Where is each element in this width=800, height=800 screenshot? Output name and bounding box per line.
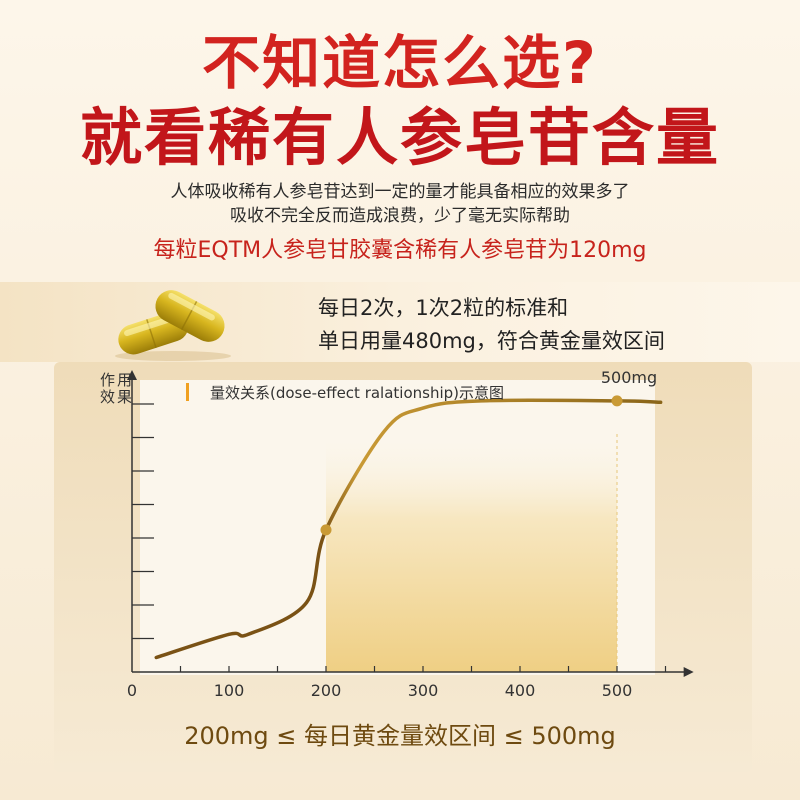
- golden-range-caption: 200mg ≤ 每日黄金量效区间 ≤ 500mg: [184, 722, 616, 750]
- description: 人体吸收稀有人参皂苷达到一定的量才能具备相应的效果多了 吸收不完全反而造成浪费，…: [0, 180, 800, 228]
- x-tick-label: 100: [214, 681, 245, 700]
- content-highlight: 每粒EQTM人参皂甘胶囊含稀有人参皂苷为120mg: [153, 238, 647, 263]
- y-axis-label-text: 作用效果: [100, 371, 135, 406]
- y-axis-label: 作用效果: [100, 372, 134, 406]
- dosage-line-1: 每日2次，1次2粒的标准和: [318, 296, 569, 320]
- x-tick-label: 0: [127, 681, 137, 700]
- x-tick-label: 300: [408, 681, 439, 700]
- dose-effect-curve: [154, 398, 663, 660]
- dosage-line-2: 单日用量480mg，符合黄金量效区间: [318, 329, 665, 353]
- headline-question: 不知道怎么选?: [202, 29, 598, 97]
- headline-main: 就看稀有人参皂苷含量: [79, 101, 720, 174]
- description-line-2: 吸收不完全反而造成浪费，少了毫无实际帮助: [230, 206, 570, 226]
- dosage-text: 每日2次，1次2粒的标准和 单日用量480mg，符合黄金量效区间: [318, 292, 665, 358]
- title-accent-bar: [186, 383, 189, 401]
- x-tick-label: 200: [311, 681, 342, 700]
- chart-title: 量效关系(dose-effect ralationship)示意图: [210, 384, 504, 402]
- x-axis-arrow: [683, 667, 694, 677]
- marker-label: 500mg: [601, 368, 657, 387]
- curve-marker: [611, 395, 623, 407]
- curve-marker: [320, 524, 332, 536]
- x-tick-label: 500: [602, 681, 633, 700]
- golden-zone: [326, 434, 617, 672]
- description-line-1: 人体吸收稀有人参皂苷达到一定的量才能具备相应的效果多了: [170, 182, 630, 202]
- x-tick-label: 400: [505, 681, 536, 700]
- capsule-icon: [105, 282, 240, 362]
- y-axis-arrow: [127, 370, 137, 380]
